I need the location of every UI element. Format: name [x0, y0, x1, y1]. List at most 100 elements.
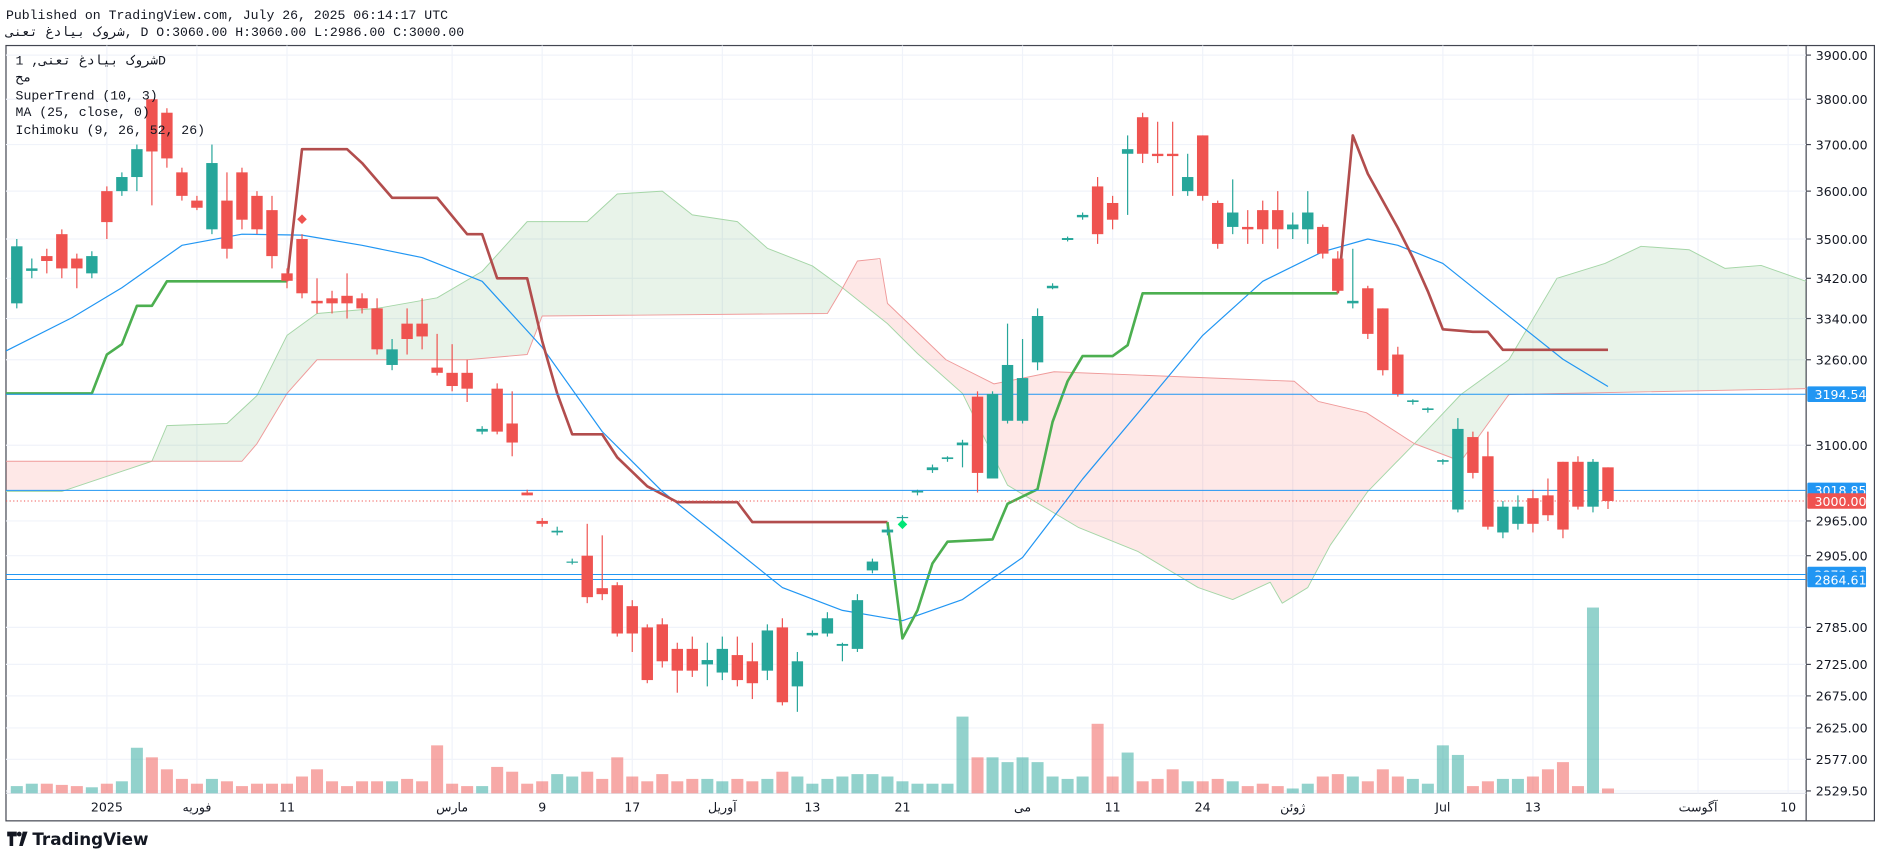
volume-bar	[446, 783, 459, 794]
volume-bar	[100, 783, 113, 794]
volume-bar	[326, 781, 339, 794]
volume-bar	[1361, 781, 1374, 794]
x-tick-label: فوریه	[183, 799, 212, 815]
candle-body	[431, 367, 443, 373]
signal-marker	[297, 214, 307, 225]
candle-body	[1211, 202, 1224, 244]
volume-bar	[791, 776, 804, 794]
volume-bar	[731, 778, 744, 794]
candle-body	[371, 308, 383, 350]
candle-body	[1076, 214, 1089, 218]
candle-body	[1227, 212, 1239, 227]
candle-body	[641, 627, 653, 681]
candle-body	[686, 648, 699, 671]
candle-body	[1362, 288, 1374, 334]
legend-item: MA (25, close, 0)	[16, 105, 150, 120]
y-tick-label: 2965.00	[1816, 514, 1868, 529]
volume-bar	[1181, 781, 1194, 794]
y-tick-label: 2625.00	[1816, 721, 1868, 736]
candle-body	[461, 372, 473, 389]
y-tick-label: 3800.00	[1816, 92, 1868, 107]
volume-bar	[776, 771, 789, 794]
logo-text: TradingView	[32, 829, 148, 849]
legend-item: SuperTrend (10, 3)	[16, 88, 158, 103]
candle-body	[401, 323, 413, 340]
candle-body	[746, 661, 759, 684]
candle-body	[911, 490, 924, 493]
price-label-box	[1807, 493, 1867, 509]
volume-bar	[941, 783, 954, 794]
x-tick-label: 9	[538, 799, 546, 814]
y-tick-label: 3500.00	[1816, 232, 1868, 247]
volume-bar	[1331, 774, 1344, 794]
candle-body	[476, 428, 488, 432]
candle-body	[821, 618, 834, 634]
candle-body	[1332, 258, 1344, 291]
volume-bar	[521, 783, 534, 794]
volume-bar	[40, 783, 53, 794]
candle-body	[866, 561, 879, 571]
candle-body	[761, 630, 774, 671]
price-label-box	[1807, 386, 1867, 403]
candle-body	[26, 268, 38, 271]
volume-bar	[371, 781, 384, 794]
candle-body	[1347, 300, 1359, 304]
legend-item: Ichimoku (9, 26, 52, 26)	[16, 123, 205, 138]
volume-bar	[1601, 788, 1614, 794]
candle-body	[296, 239, 308, 294]
candle-body	[566, 561, 578, 563]
volume-bar	[1031, 762, 1044, 794]
volume-bar	[551, 774, 564, 794]
candle-body	[416, 323, 428, 337]
volume-bar	[701, 778, 714, 794]
grid	[5, 45, 1807, 794]
candle-body	[1001, 364, 1014, 421]
volume-bar	[851, 774, 864, 794]
volume-bar	[1136, 781, 1149, 794]
candle-body	[1151, 153, 1164, 157]
candle-body	[446, 372, 458, 387]
candle-body	[1242, 226, 1254, 230]
volume-bar	[1541, 769, 1554, 794]
candle-body	[1257, 210, 1269, 230]
candle-body	[116, 177, 128, 192]
candle-body	[1272, 210, 1284, 230]
candle-body	[1166, 153, 1179, 157]
volume-bar	[926, 783, 939, 794]
volume-bar	[1451, 754, 1464, 794]
volume-bar	[1016, 757, 1029, 794]
volume-bar	[1511, 778, 1524, 794]
candle-body	[851, 600, 864, 649]
volume-bar	[626, 776, 639, 794]
price-label-box	[1807, 571, 1867, 588]
volume-bar	[1346, 776, 1359, 794]
candle-body	[1527, 498, 1539, 524]
volume-bar	[296, 776, 309, 794]
candle-body	[701, 660, 714, 665]
volume-bar	[971, 757, 984, 794]
supertrend-line	[886, 291, 1338, 640]
candle-body	[191, 200, 203, 208]
volume-bar	[190, 783, 203, 794]
x-tick-label: 11	[279, 799, 295, 814]
candle-body	[881, 529, 894, 533]
volume-bar	[1211, 778, 1224, 794]
volume-bar	[401, 778, 414, 794]
volume-bar	[566, 776, 579, 794]
x-tick-label: 2025	[91, 799, 123, 814]
y-tick-label: 2529.50	[1816, 784, 1868, 799]
volume-bar	[806, 783, 819, 794]
volume-bar	[611, 757, 624, 794]
candle-body	[941, 457, 954, 460]
candle-body	[1422, 408, 1434, 411]
volume-bar	[1421, 783, 1434, 794]
candle-body	[1302, 212, 1314, 230]
candle-body	[1377, 308, 1389, 371]
candle-body	[1482, 456, 1494, 527]
candle-body	[236, 172, 248, 220]
volume-bar	[1226, 781, 1239, 794]
price-label: 3000.00	[1815, 494, 1867, 509]
legend: شروک بیادغ تعنی, 1D مح SuperTrend (10, 3…	[16, 54, 205, 139]
candle-body	[1106, 202, 1119, 220]
